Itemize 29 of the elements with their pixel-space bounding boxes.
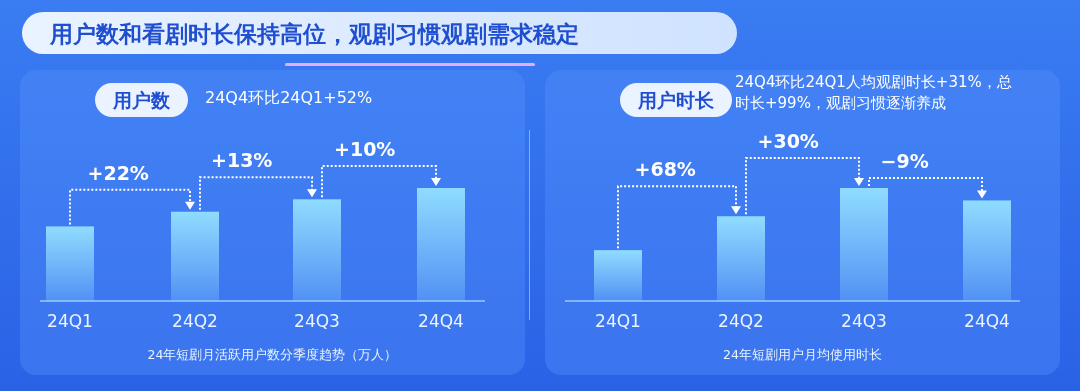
x-tick-label: 24Q4 xyxy=(417,311,465,331)
bar xyxy=(963,200,1011,301)
x-axis-title: 24年短剧月活跃用户数分季度趋势（万人） xyxy=(146,347,399,364)
x-tick-label: 24Q4 xyxy=(963,311,1011,331)
bar xyxy=(840,188,888,301)
x-tick-label: 24Q1 xyxy=(46,311,94,331)
x-tick-label: 24Q1 xyxy=(594,311,642,331)
chart-subtitle: 24Q4环比24Q1+52% xyxy=(205,87,374,108)
x-tick-label: 24Q2 xyxy=(171,311,219,331)
chart-subtitle: 24Q4环比24Q1人均观剧时长+31%，总时长+99%，观剧习惯逐渐养成 xyxy=(735,72,1013,114)
text: +30% xyxy=(757,130,819,152)
bar xyxy=(293,199,341,301)
text: +68% xyxy=(634,158,696,181)
x-tick-label: 24Q3 xyxy=(840,311,888,331)
x-tick-label: 24Q2 xyxy=(717,311,765,331)
text: 用户数和看剧时长保持高位，观剧习惯观剧需求稳定 xyxy=(50,20,579,49)
chart-title: 用户数 xyxy=(95,83,188,117)
text: −9% xyxy=(880,150,929,172)
bar xyxy=(171,211,219,301)
x-axis-title: 24年短剧用户月均使用时长 xyxy=(722,347,883,364)
bar xyxy=(594,250,642,301)
x-tick-label: 24Q3 xyxy=(293,311,341,331)
bar xyxy=(417,188,465,301)
text: +10% xyxy=(334,138,396,160)
bar xyxy=(46,226,94,301)
text: +22% xyxy=(87,161,149,184)
text: +13% xyxy=(211,149,273,172)
bar xyxy=(717,216,765,301)
chart-title: 用户时长 xyxy=(620,83,732,117)
